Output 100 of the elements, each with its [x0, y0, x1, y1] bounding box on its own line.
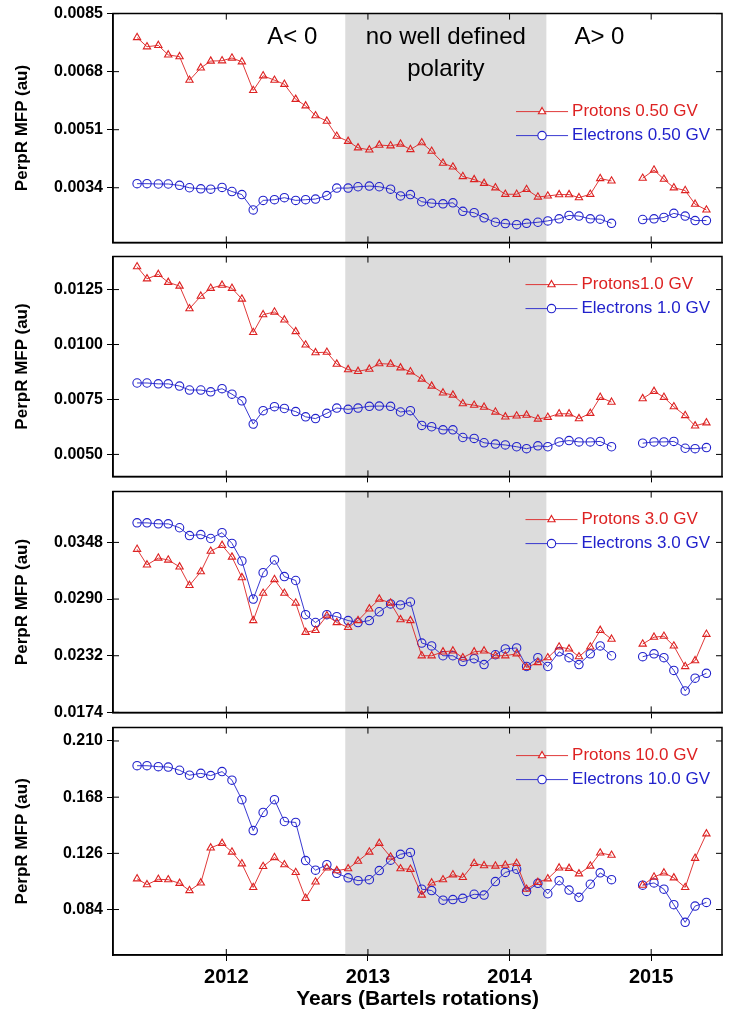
point	[396, 863, 405, 872]
point	[438, 158, 448, 166]
point	[280, 859, 289, 868]
point	[585, 437, 596, 447]
point	[237, 859, 247, 867]
point	[543, 191, 552, 199]
point	[375, 594, 384, 602]
point	[659, 392, 669, 400]
point	[469, 174, 479, 183]
point	[500, 440, 511, 450]
point	[154, 553, 163, 561]
point	[249, 327, 258, 336]
point	[490, 217, 501, 227]
legend-label: Protons 3.0 GV	[581, 509, 699, 529]
y-tick-label: 0.0232	[54, 646, 104, 664]
point	[322, 347, 332, 355]
point	[458, 206, 468, 217]
point	[659, 437, 669, 447]
point	[396, 363, 405, 371]
point	[280, 315, 289, 323]
point	[543, 874, 552, 882]
point	[586, 189, 595, 197]
point	[310, 413, 321, 424]
point	[554, 863, 564, 871]
point	[386, 852, 395, 860]
point	[702, 205, 711, 213]
point	[279, 192, 290, 203]
point	[500, 644, 511, 654]
point	[543, 652, 552, 661]
point	[374, 181, 385, 192]
point	[300, 855, 311, 866]
point	[385, 855, 396, 865]
point	[479, 860, 489, 869]
point	[680, 185, 690, 194]
y-tick-label: 0.084	[62, 899, 104, 917]
point	[142, 178, 152, 189]
point	[417, 420, 427, 431]
point	[184, 183, 195, 193]
point	[332, 865, 341, 874]
point	[659, 174, 669, 182]
point	[438, 388, 448, 396]
y-tick-label: 0.168	[62, 787, 104, 805]
point	[374, 865, 385, 876]
point	[353, 856, 363, 864]
x-tick-label: 2015	[628, 964, 674, 987]
point	[364, 615, 375, 626]
point	[438, 650, 448, 661]
point	[364, 874, 375, 885]
point	[365, 847, 374, 855]
y-tick-label: 0.0034	[54, 178, 104, 196]
point	[217, 280, 227, 288]
point	[585, 879, 596, 889]
point	[290, 195, 301, 206]
point	[353, 403, 363, 413]
point	[310, 865, 321, 875]
point	[649, 872, 659, 880]
point	[543, 216, 553, 226]
point	[237, 396, 247, 406]
point	[533, 657, 543, 666]
point	[332, 403, 342, 413]
point	[586, 861, 595, 869]
y-tick-label: 0.0085	[54, 4, 104, 22]
point	[217, 55, 227, 64]
point	[595, 436, 605, 447]
point	[153, 179, 164, 189]
point	[607, 176, 616, 184]
point	[690, 199, 700, 207]
point	[332, 611, 342, 622]
point	[280, 588, 289, 596]
point	[153, 761, 164, 772]
point	[501, 412, 510, 420]
y-tick-label: 0.126	[62, 843, 104, 861]
legend-label: Electrons 3.0 GV	[581, 533, 711, 553]
point	[258, 405, 268, 416]
point	[522, 884, 531, 892]
point	[300, 194, 311, 205]
point	[438, 874, 448, 883]
point	[533, 652, 543, 663]
point	[426, 421, 437, 432]
point	[680, 882, 690, 891]
point	[249, 615, 258, 624]
point	[184, 530, 195, 541]
point	[690, 443, 700, 454]
point	[607, 850, 616, 858]
point	[291, 94, 300, 102]
point	[469, 653, 479, 664]
point	[512, 189, 521, 197]
y-tick-label: 0.0075	[54, 389, 104, 407]
point	[669, 899, 679, 910]
point	[196, 529, 206, 540]
legend-label: Protons1.0 GV	[581, 274, 694, 294]
point	[249, 882, 258, 891]
point	[322, 190, 332, 201]
point	[596, 392, 605, 400]
x-tick-label: 2012	[204, 964, 249, 987]
point	[164, 277, 173, 285]
point	[491, 407, 500, 415]
point	[405, 189, 416, 200]
point	[521, 218, 532, 229]
point	[458, 893, 468, 904]
